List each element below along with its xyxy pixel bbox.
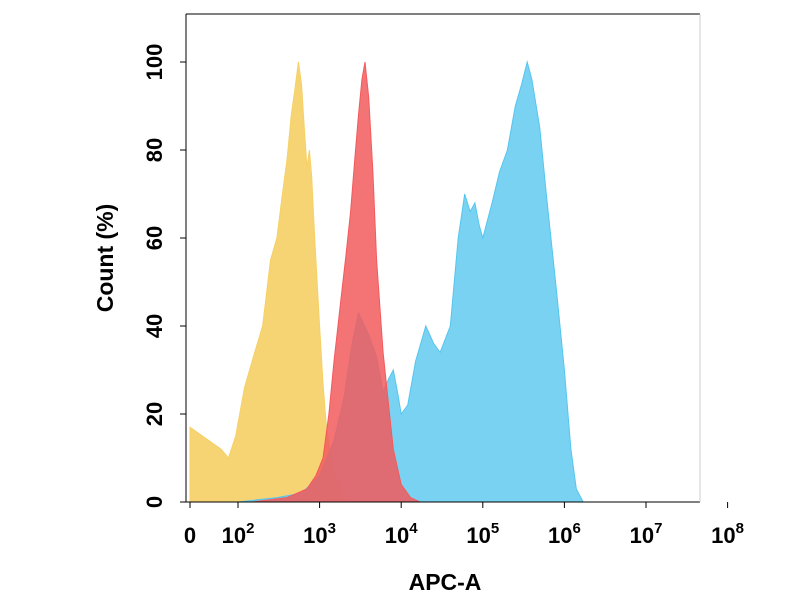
- y-tick-label-60: 60: [142, 226, 167, 250]
- y-tick-label-0: 0: [142, 496, 167, 508]
- series-group: [189, 60, 585, 503]
- histogram-area-3: [252, 61, 421, 503]
- x-tick-label-0: 0: [184, 523, 196, 548]
- x-axis-title: APC-A: [409, 569, 482, 595]
- x-tick-label-5: 106: [548, 520, 581, 548]
- y-tick-label-40: 40: [142, 314, 167, 338]
- y-tick-label-100: 100: [142, 44, 167, 81]
- y-tick-label-20: 20: [142, 402, 167, 426]
- x-tick-label-7: 108: [711, 520, 744, 548]
- y-axis-title: Count (%): [92, 204, 118, 313]
- x-tick-label-4: 105: [466, 520, 499, 548]
- x-tick-label-6: 107: [630, 520, 663, 548]
- x-tick-label-3: 104: [385, 520, 418, 548]
- y-tick-label-80: 80: [142, 138, 167, 162]
- x-tick-label-1: 102: [222, 520, 255, 548]
- x-tick-label-2: 103: [303, 520, 336, 548]
